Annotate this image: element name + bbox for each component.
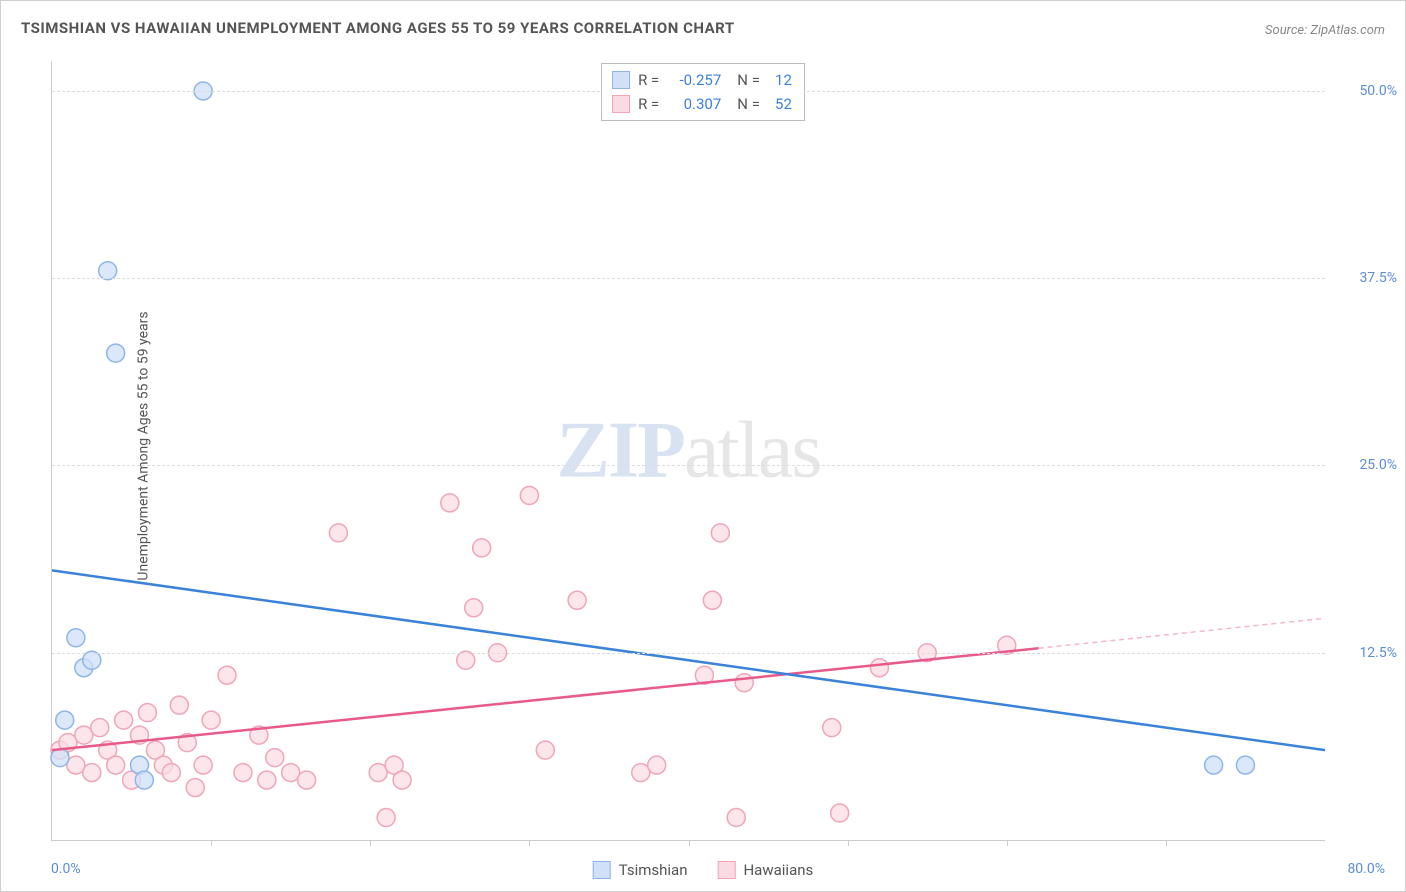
n-label: N = [737, 68, 760, 92]
plot-area: ZIPatlas 12.5%25.0%37.5%50.0% [51, 61, 1325, 841]
y-tick-label: 50.0% [1359, 83, 1397, 99]
y-tick-label: 37.5% [1359, 270, 1397, 286]
n-value-hawaiians: 52 [768, 92, 792, 116]
x-min-label: 0.0% [51, 861, 81, 877]
swatch-tsimshian [593, 861, 611, 879]
y-tick-label: 12.5% [1359, 645, 1397, 661]
r-label: R = [638, 68, 659, 92]
r-value-tsimshian: -0.257 [667, 68, 721, 92]
legend-item-hawaiians: Hawaiians [717, 861, 813, 879]
r-value-hawaiians: 0.307 [667, 92, 721, 116]
swatch-hawaiians [612, 95, 630, 113]
stats-legend-box: R = -0.257 N = 12 R = 0.307 N = 52 [601, 63, 805, 121]
source-attribution: Source: ZipAtlas.com [1265, 23, 1385, 38]
series-legend: Tsimshian Hawaiians [593, 861, 814, 879]
stats-legend-row-hawaiians: R = 0.307 N = 52 [612, 92, 792, 116]
y-tick-label: 25.0% [1359, 457, 1397, 473]
n-label: N = [737, 92, 760, 116]
n-value-tsimshian: 12 [768, 68, 792, 92]
r-label: R = [638, 92, 659, 116]
x-max-label: 80.0% [1347, 861, 1385, 877]
chart-title: TSIMSHIAN VS HAWAIIAN UNEMPLOYMENT AMONG… [21, 19, 735, 37]
legend-label-tsimshian: Tsimshian [619, 861, 688, 879]
chart-container: TSIMSHIAN VS HAWAIIAN UNEMPLOYMENT AMONG… [0, 0, 1406, 892]
stats-legend-row-tsimshian: R = -0.257 N = 12 [612, 68, 792, 92]
legend-item-tsimshian: Tsimshian [593, 861, 688, 879]
swatch-tsimshian [612, 71, 630, 89]
plot-svg [52, 61, 1325, 840]
legend-label-hawaiians: Hawaiians [743, 861, 813, 879]
swatch-hawaiians [717, 861, 735, 879]
